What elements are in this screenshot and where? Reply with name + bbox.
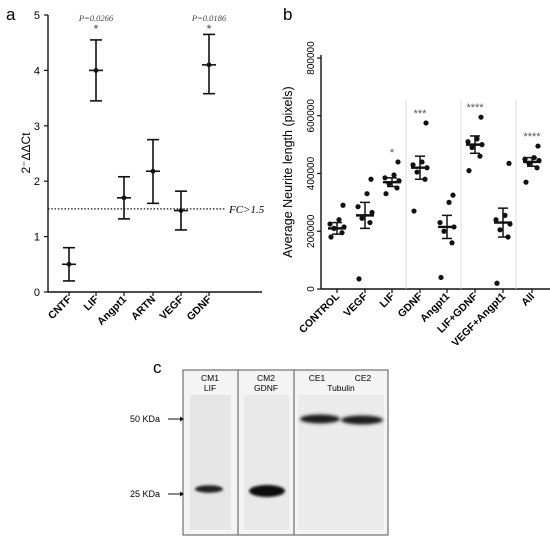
panel-b-point-lif [382, 175, 388, 181]
panel-b-significance-all: **** [523, 131, 541, 143]
panel-label-c: c [153, 358, 162, 377]
panel-b-point-angpt1 [441, 228, 447, 234]
panel-b-point-vegf [369, 209, 375, 216]
panel-b-y-tick-label: 400000 [306, 156, 317, 190]
panel-b-point-control [340, 202, 346, 208]
panel-a-y-label: 2⁻ΔΔCt [19, 132, 33, 174]
panel-b-point-angpt1 [446, 199, 452, 205]
panel-a-point-cntf [66, 261, 72, 267]
panel-a-y-tick-label: 3 [34, 121, 40, 133]
panel-a-point-lif [93, 68, 99, 73]
panel-a-category-lif: LIF [81, 293, 101, 313]
panel-b-point-all [522, 156, 528, 162]
panel-a-point-gdnf [206, 62, 212, 68]
band-gdnf-25kda [249, 485, 285, 497]
panel-b-point-vegf [359, 215, 365, 221]
panel-b-y-tick-label: 600000 [306, 99, 317, 133]
panel-a-y-tick-label: 2 [34, 176, 40, 188]
panel-b-significance-lif-gdnf: **** [466, 102, 484, 114]
panel-a-point-angpt1 [121, 195, 127, 201]
panel-b-point-lif [383, 191, 389, 197]
panel-b-y-tick-label: 0 [306, 286, 317, 292]
panel-b-point-vegf-angpt1 [494, 280, 500, 286]
marker-label-25kda: 25 KDa [130, 489, 160, 499]
panel-b-point-gdnf [423, 120, 429, 126]
panel-b-category-all: All [519, 291, 537, 309]
panel-a-category-angpt1: Angpt1 [95, 294, 129, 328]
panel-b-point-vegf [355, 204, 361, 210]
panel-b-point-vegf [364, 191, 370, 197]
panel-b-significance-lif: * [390, 147, 395, 159]
panel-b-category-control: CONTROL [297, 290, 343, 336]
panel-b-point-vegf [367, 219, 373, 226]
lane-label-cm1: CM1 [201, 373, 219, 383]
lane-label-cm2: CM2 [257, 373, 275, 383]
panel-a-y-tick-label: 1 [34, 232, 40, 244]
marker-arrowhead-25kda [180, 491, 184, 497]
panel-b-point-lif [395, 159, 401, 165]
panel-b-point-control [328, 234, 334, 240]
panel-a-y-tick-label: 0 [34, 287, 40, 299]
lane-label-tubulin: Tubulin [327, 383, 355, 393]
marker-arrowhead-50kda [180, 416, 184, 422]
panel-b-point-gdnf [410, 162, 416, 168]
panel-b-point-angpt1 [438, 274, 444, 281]
panel-b-point-gdnf [411, 208, 417, 214]
panel-b-point-angpt1 [437, 219, 443, 226]
lane-label-ce2: CE2 [355, 373, 372, 383]
marker-label-50kda: 50 KDa [130, 414, 160, 424]
panel-a-category-cntf: CNTF [46, 293, 75, 322]
panel-label-b: b [283, 5, 292, 24]
lane-label-gdnf: GDNF [254, 383, 278, 393]
lane-label-ce1: CE1 [309, 373, 326, 383]
blot-membrane-cm1 [190, 395, 231, 530]
panel-b-point-vegf [356, 276, 362, 282]
panel-a-y-tick-label: 4 [34, 65, 40, 77]
panel-c-blot: CM1 LIF CM2 GDNF CE1 CE2 Tubulin 50 KDa … [130, 369, 389, 536]
panel-label-a: a [6, 5, 16, 24]
panel-b-point-gdnf [414, 169, 420, 175]
panel-a-star-gdnf: * [207, 22, 212, 36]
panel-b-point-angpt1 [449, 240, 455, 246]
panel-a-category-gdnf: GDNF [185, 293, 215, 323]
panel-b-y-tick-label: 200000 [306, 214, 317, 248]
panel-b-point-lif-gdnf [477, 153, 483, 159]
panel-b-y-tick-label: 800000 [306, 41, 317, 75]
panel-b-point-vegf-angpt1 [493, 217, 499, 223]
panel-b-point-all [523, 179, 529, 185]
panel-a-pvalue-lif: P=0.0266 [78, 13, 114, 23]
panel-b-y-label: Average Neurite length (pixels) [281, 86, 295, 257]
panel-a-point-vegf [178, 208, 184, 213]
panel-a-threshold-label: FC>1.5 [228, 204, 265, 216]
blot-membrane-cm2 [244, 395, 289, 530]
panel-b-significance-gdnf: *** [414, 108, 428, 120]
panel-b-point-lif-gdnf [469, 144, 475, 151]
band-ce2-tubulin [341, 415, 383, 425]
panel-b-point-lif-gdnf [466, 168, 472, 174]
panel-b-point-all [535, 143, 541, 149]
lane-label-lif: LIF [204, 383, 216, 393]
panel-b-point-lif-gdnf [465, 139, 471, 145]
panel-b-category-vegf: VEGF [341, 290, 370, 319]
panel-b-point-vegf-angpt1 [497, 227, 503, 233]
panel-b-point-control [336, 217, 342, 223]
band-ce1-tubulin [300, 414, 340, 424]
panel-b-point-lif [391, 172, 397, 178]
panel-a-category-artn: ARTN [129, 294, 158, 323]
panel-a-category-vegf: VEGF [157, 293, 186, 322]
panel-b-point-lif-gdnf [478, 114, 484, 120]
band-lif-25kda [195, 485, 223, 493]
panel-b-point-vegf [368, 176, 374, 182]
panel-b-point-angpt1 [450, 192, 456, 198]
panel-a-point-artn [150, 168, 156, 174]
panel-a-star-lif: * [94, 22, 99, 36]
panel-b-point-control [327, 221, 333, 227]
panel-b-point-vegf-angpt1 [506, 160, 512, 166]
panel-b-category-lif: LIF [377, 290, 397, 310]
panel-b-chart: Average Neurite length (pixels) 0 200000 4… [281, 41, 550, 349]
panel-a-y-tick-label: 5 [34, 10, 40, 22]
panel-a-pvalue-gdnf: P=0.0186 [191, 13, 227, 23]
